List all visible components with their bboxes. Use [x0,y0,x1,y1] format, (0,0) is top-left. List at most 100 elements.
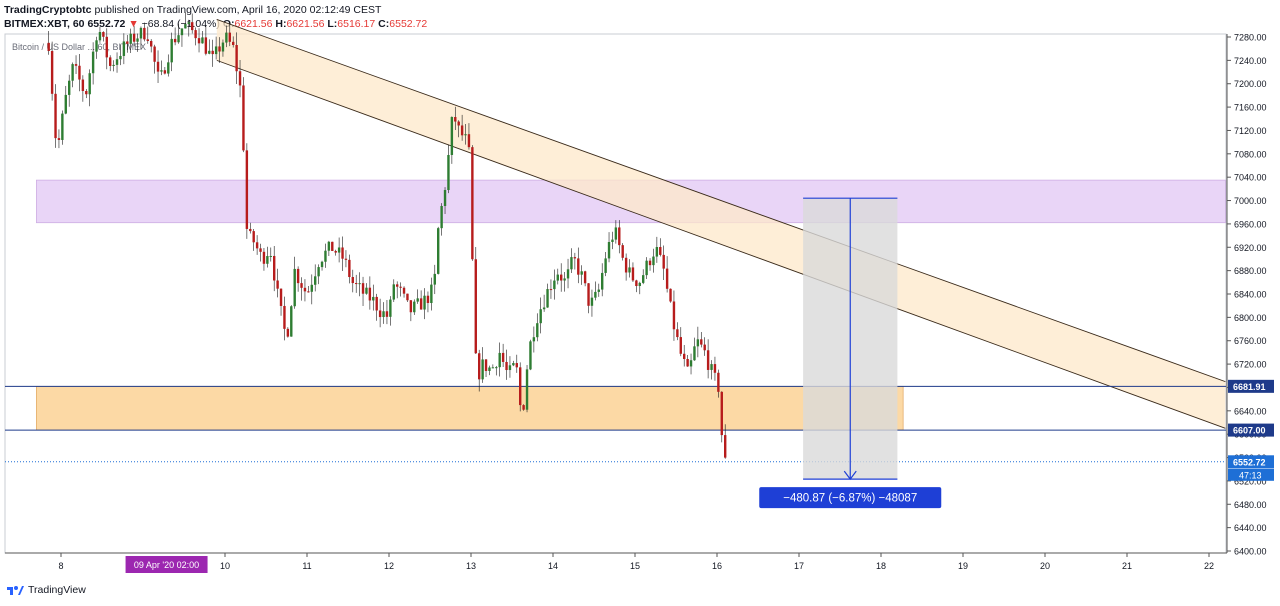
candle-up [553,280,556,290]
publish-text: published on TradingView.com, April 16, … [94,4,382,16]
candle-down [191,22,194,31]
open-value: 6621.56 [234,18,273,30]
candle-up [71,64,74,81]
candle-down [375,296,378,311]
candle-up [566,269,570,279]
high-value: 6621.56 [286,18,325,30]
measure-label-box [759,487,942,509]
candle-down [194,30,197,39]
candle-down [467,134,471,148]
candle-up [221,42,225,52]
y-tick-label: 6480.00 [1234,500,1267,510]
channel-upper-line[interactable] [216,19,1226,383]
candle-up [208,50,211,54]
candle-up [119,55,122,60]
candle-down [583,271,587,284]
candle-down [457,121,460,126]
candle-down [679,337,682,354]
x-tick-label: 21 [1122,561,1132,571]
candle-down [348,259,351,278]
date-highlight-badge [125,556,208,573]
candle-up [464,134,467,136]
candle-up [324,250,327,262]
candle-down [245,150,249,229]
candle-up [129,33,132,44]
candle-up [61,113,64,140]
candle-up [539,309,542,324]
candle-down [132,33,136,42]
countdown-label: 47:13 [1239,470,1262,480]
candle-up [112,64,115,66]
y-tick-label: 6800.00 [1234,313,1267,323]
candle-down [255,242,259,249]
channel-lower-line[interactable] [216,59,1226,429]
last-price-badge [1228,455,1274,469]
candle-up [358,283,361,285]
candle-up [645,260,648,276]
candle-down [218,46,221,52]
candle-down [54,93,57,139]
y-tick-label: 7080.00 [1234,149,1267,159]
last-price: 6552.72 [87,18,126,30]
candle-down [686,358,689,367]
y-tick-label: 6960.00 [1234,219,1267,229]
level-6607-badge [1228,423,1274,437]
candle-up [655,247,659,257]
candle-up [607,242,611,259]
candle-down [522,405,525,410]
candle-up [95,40,98,52]
candle-up [512,363,515,366]
last-price-badge-label: 6552.72 [1233,457,1266,467]
candle-up [122,41,126,56]
candle-up [64,94,67,114]
y-tick-label: 7120.00 [1234,126,1267,136]
candle-down [300,283,303,288]
candle-down [700,339,703,345]
candle-down [296,268,300,284]
candle-down [515,363,518,368]
x-tick-label: 11 [302,561,311,571]
low-value: 6516.17 [337,18,376,30]
x-tick-label: 18 [876,561,886,571]
plot-area[interactable] [4,33,1227,554]
candle-up [382,311,385,318]
candle-down [262,251,266,264]
candle-up [98,31,102,41]
x-tick-label: 8 [58,561,63,571]
candle-up [525,369,529,410]
candle-down [259,248,262,252]
level-6681-badge-label: 6681.91 [1233,382,1266,392]
candle-down [109,57,112,66]
candle-down [361,283,365,294]
footer-brand[interactable]: TradingView [6,584,86,596]
candle-up [488,367,491,371]
candle-down [624,257,628,273]
author-name[interactable]: TradingCryptobtc [4,4,92,16]
candle-down [724,435,727,458]
candle-down [146,39,149,41]
candle-down [399,286,402,288]
low-label: L: [327,18,338,30]
candle-up [570,257,573,270]
candle-down [173,38,177,43]
x-tick-label: 15 [630,561,640,571]
candle-down [238,71,242,86]
candle-down [283,305,286,329]
candle-down [454,117,457,122]
x-tick-label: 10 [220,561,230,571]
y-tick-label: 6840.00 [1234,290,1267,300]
candle-down [102,31,105,37]
candle-up [225,32,228,43]
candle-down [368,287,372,301]
candle-down [676,329,679,338]
x-tick-label: 16 [712,561,722,571]
candle-up [556,274,559,281]
candle-down [378,310,382,318]
candle-up [447,154,450,191]
candle-up [580,271,583,275]
candle-up [532,337,536,342]
candle-up [184,24,187,29]
ohlc-line: BITMEX:XBT, 60 6552.72 ▼ −68.84 (−1.04%)… [4,17,427,31]
candle-down [331,241,334,251]
